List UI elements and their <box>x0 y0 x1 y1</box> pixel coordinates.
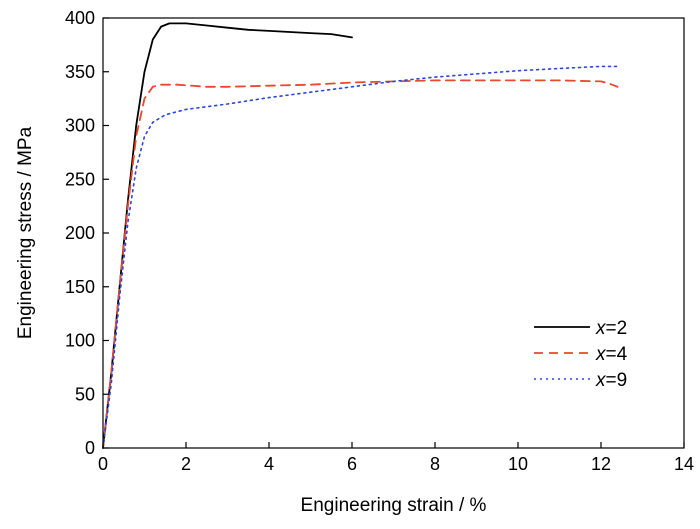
x-tick-label: 2 <box>181 454 191 474</box>
legend-label: x=2 <box>595 318 627 339</box>
x-tick-label: 10 <box>508 454 528 474</box>
x-tick-label: 14 <box>674 454 694 474</box>
legend: x=2 x=4 x=9 <box>534 318 628 391</box>
y-tick-label: 100 <box>65 331 95 351</box>
series-line-4 <box>102 79 619 449</box>
x-tick-label: 12 <box>591 454 611 474</box>
series-layer <box>102 22 619 449</box>
y-tick-label: 400 <box>65 8 95 28</box>
x-tick-label: 6 <box>347 454 357 474</box>
x-tick-label: 4 <box>264 454 274 474</box>
y-tick-label: 200 <box>65 223 95 243</box>
y-tick-label: 0 <box>85 438 95 458</box>
legend-label: x=4 <box>595 344 628 365</box>
y-tick-label: 350 <box>65 62 95 82</box>
x-tick-label: 0 <box>98 454 108 474</box>
x-axis-label: Engineering strain / % <box>301 495 487 516</box>
y-tick-label: 150 <box>65 277 95 297</box>
y-tick-label: 300 <box>65 116 95 136</box>
series-line-9 <box>102 65 619 449</box>
x-tick-label: 8 <box>430 454 440 474</box>
y-tick-label: 250 <box>65 169 95 189</box>
legend-label: x=9 <box>595 370 627 391</box>
y-axis-label: Engineering stress / MPa <box>15 126 36 339</box>
ticks-layer: 0 2 4 6 8 10 12 14 0 50 100 150 200 250 300 350 400 <box>65 8 694 474</box>
y-tick-label: 50 <box>75 384 95 404</box>
